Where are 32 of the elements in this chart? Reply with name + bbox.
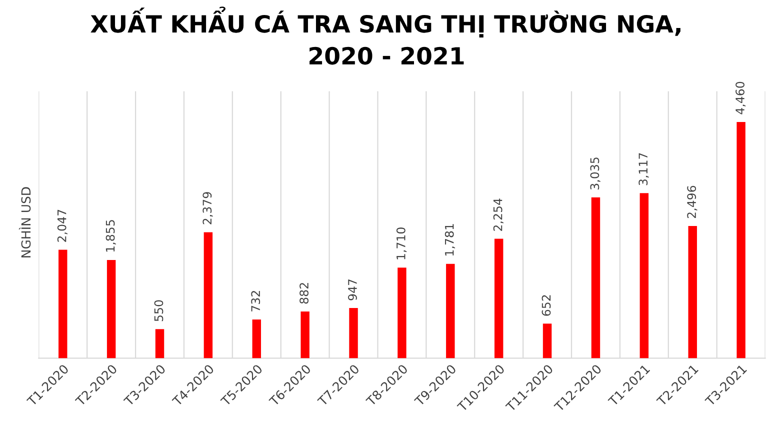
data-label: 3,117 <box>638 153 649 186</box>
data-label: 550 <box>154 300 164 322</box>
bar <box>155 329 164 358</box>
data-label: 2,496 <box>687 186 698 218</box>
data-label: 4,460 <box>736 82 746 114</box>
bar <box>58 250 68 358</box>
bar <box>300 312 310 358</box>
y-axis-title: NGHÌN USD <box>18 187 31 258</box>
data-label: 2,254 <box>493 198 504 231</box>
data-label: 2,379 <box>202 192 213 224</box>
data-label: 652 <box>542 295 551 316</box>
bar <box>446 264 455 358</box>
data-label: 1,855 <box>106 220 116 252</box>
bar <box>106 260 116 358</box>
bar <box>688 226 697 358</box>
data-label: 947 <box>348 279 357 300</box>
bar <box>640 193 649 358</box>
bar <box>591 197 600 358</box>
data-label: 882 <box>300 283 309 304</box>
bar <box>542 324 552 358</box>
bar <box>398 268 406 358</box>
data-label: 3,035 <box>590 158 600 190</box>
data-label: 2,047 <box>57 210 68 242</box>
data-label: 1,710 <box>396 228 407 260</box>
bar <box>349 308 358 358</box>
data-label: 1,781 <box>444 224 456 256</box>
bar <box>204 232 213 358</box>
chart-title: XUẤT KHẨU CÁ TRA SANG THỊ TRƯỜNG NGA, 2020 - 2021 <box>90 6 680 65</box>
bar <box>252 319 261 358</box>
data-label: 732 <box>251 291 260 312</box>
bar <box>494 238 504 358</box>
bar <box>736 122 746 358</box>
